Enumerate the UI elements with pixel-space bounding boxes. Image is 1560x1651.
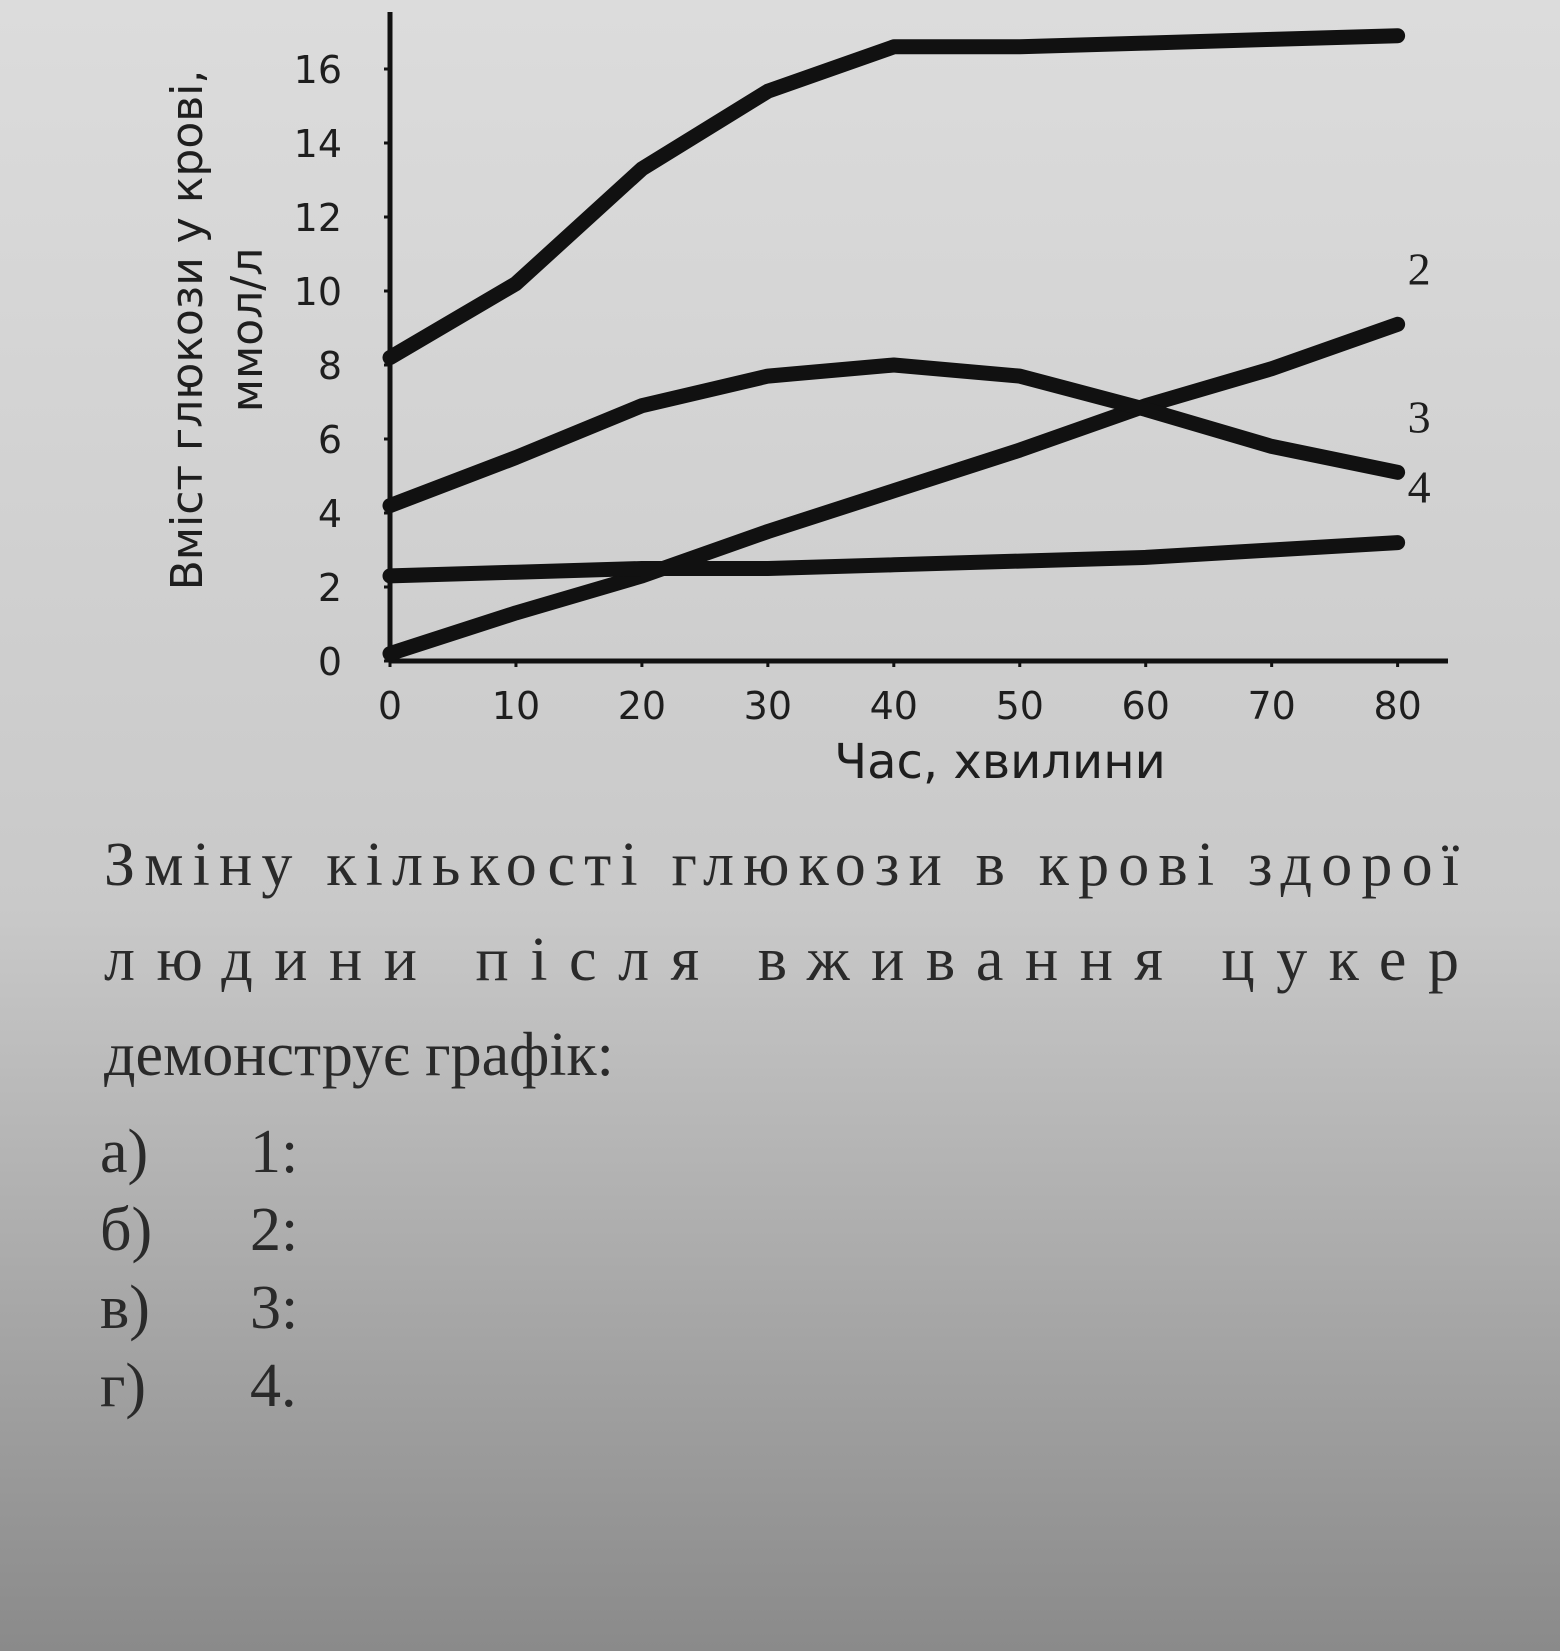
y-tick-label: 16 [294, 48, 342, 92]
series-line [382, 28, 1406, 366]
question-line: демонструє графік: [104, 1021, 614, 1089]
option-letter: в) [100, 1274, 150, 1342]
series-label: 4 [1408, 462, 1431, 513]
series-label: 3 [1408, 391, 1431, 442]
y-tick-label: 6 [318, 418, 342, 462]
series-label: 2 [1408, 243, 1431, 294]
y-tick-label: 14 [294, 122, 342, 166]
x-tick-label: 60 [1122, 684, 1170, 728]
option-letter: г) [100, 1352, 146, 1420]
option-letter: б) [100, 1196, 152, 1264]
series-line [382, 316, 1406, 662]
y-tick-label: 2 [318, 566, 342, 610]
option-text: 2: [250, 1196, 298, 1264]
question-line: Зміну кількості глюкози в крові здорої [104, 831, 1460, 899]
option-text: 1: [250, 1118, 298, 1186]
y-axis-label: Вміст глюкози у крові, [162, 70, 213, 591]
x-tick-label: 70 [1247, 684, 1295, 728]
series-line [382, 357, 1406, 514]
x-tick-label: 50 [996, 684, 1044, 728]
x-tick-label: 80 [1373, 684, 1421, 728]
series-line [382, 535, 1406, 584]
x-axis-label: Час, хвилини [834, 734, 1166, 790]
y-axis-label: ммол/л [222, 248, 273, 412]
y-tick-label: 12 [294, 196, 342, 240]
x-tick-label: 40 [870, 684, 918, 728]
y-tick-label: 0 [318, 640, 342, 684]
y-tick-label: 8 [318, 344, 342, 388]
x-tick-label: 20 [618, 684, 666, 728]
y-tick-label: 4 [318, 492, 342, 536]
y-tick-label: 10 [294, 270, 342, 314]
option-text: 3: [250, 1274, 298, 1342]
question-line: людини після вживання цукер [104, 926, 1459, 994]
option-letter: а) [100, 1118, 148, 1186]
series-label: 1 [1408, 0, 1431, 6]
x-tick-label: 10 [492, 684, 540, 728]
x-tick-label: 30 [744, 684, 792, 728]
x-tick-label: 0 [378, 684, 402, 728]
option-text: 4. [250, 1352, 297, 1420]
